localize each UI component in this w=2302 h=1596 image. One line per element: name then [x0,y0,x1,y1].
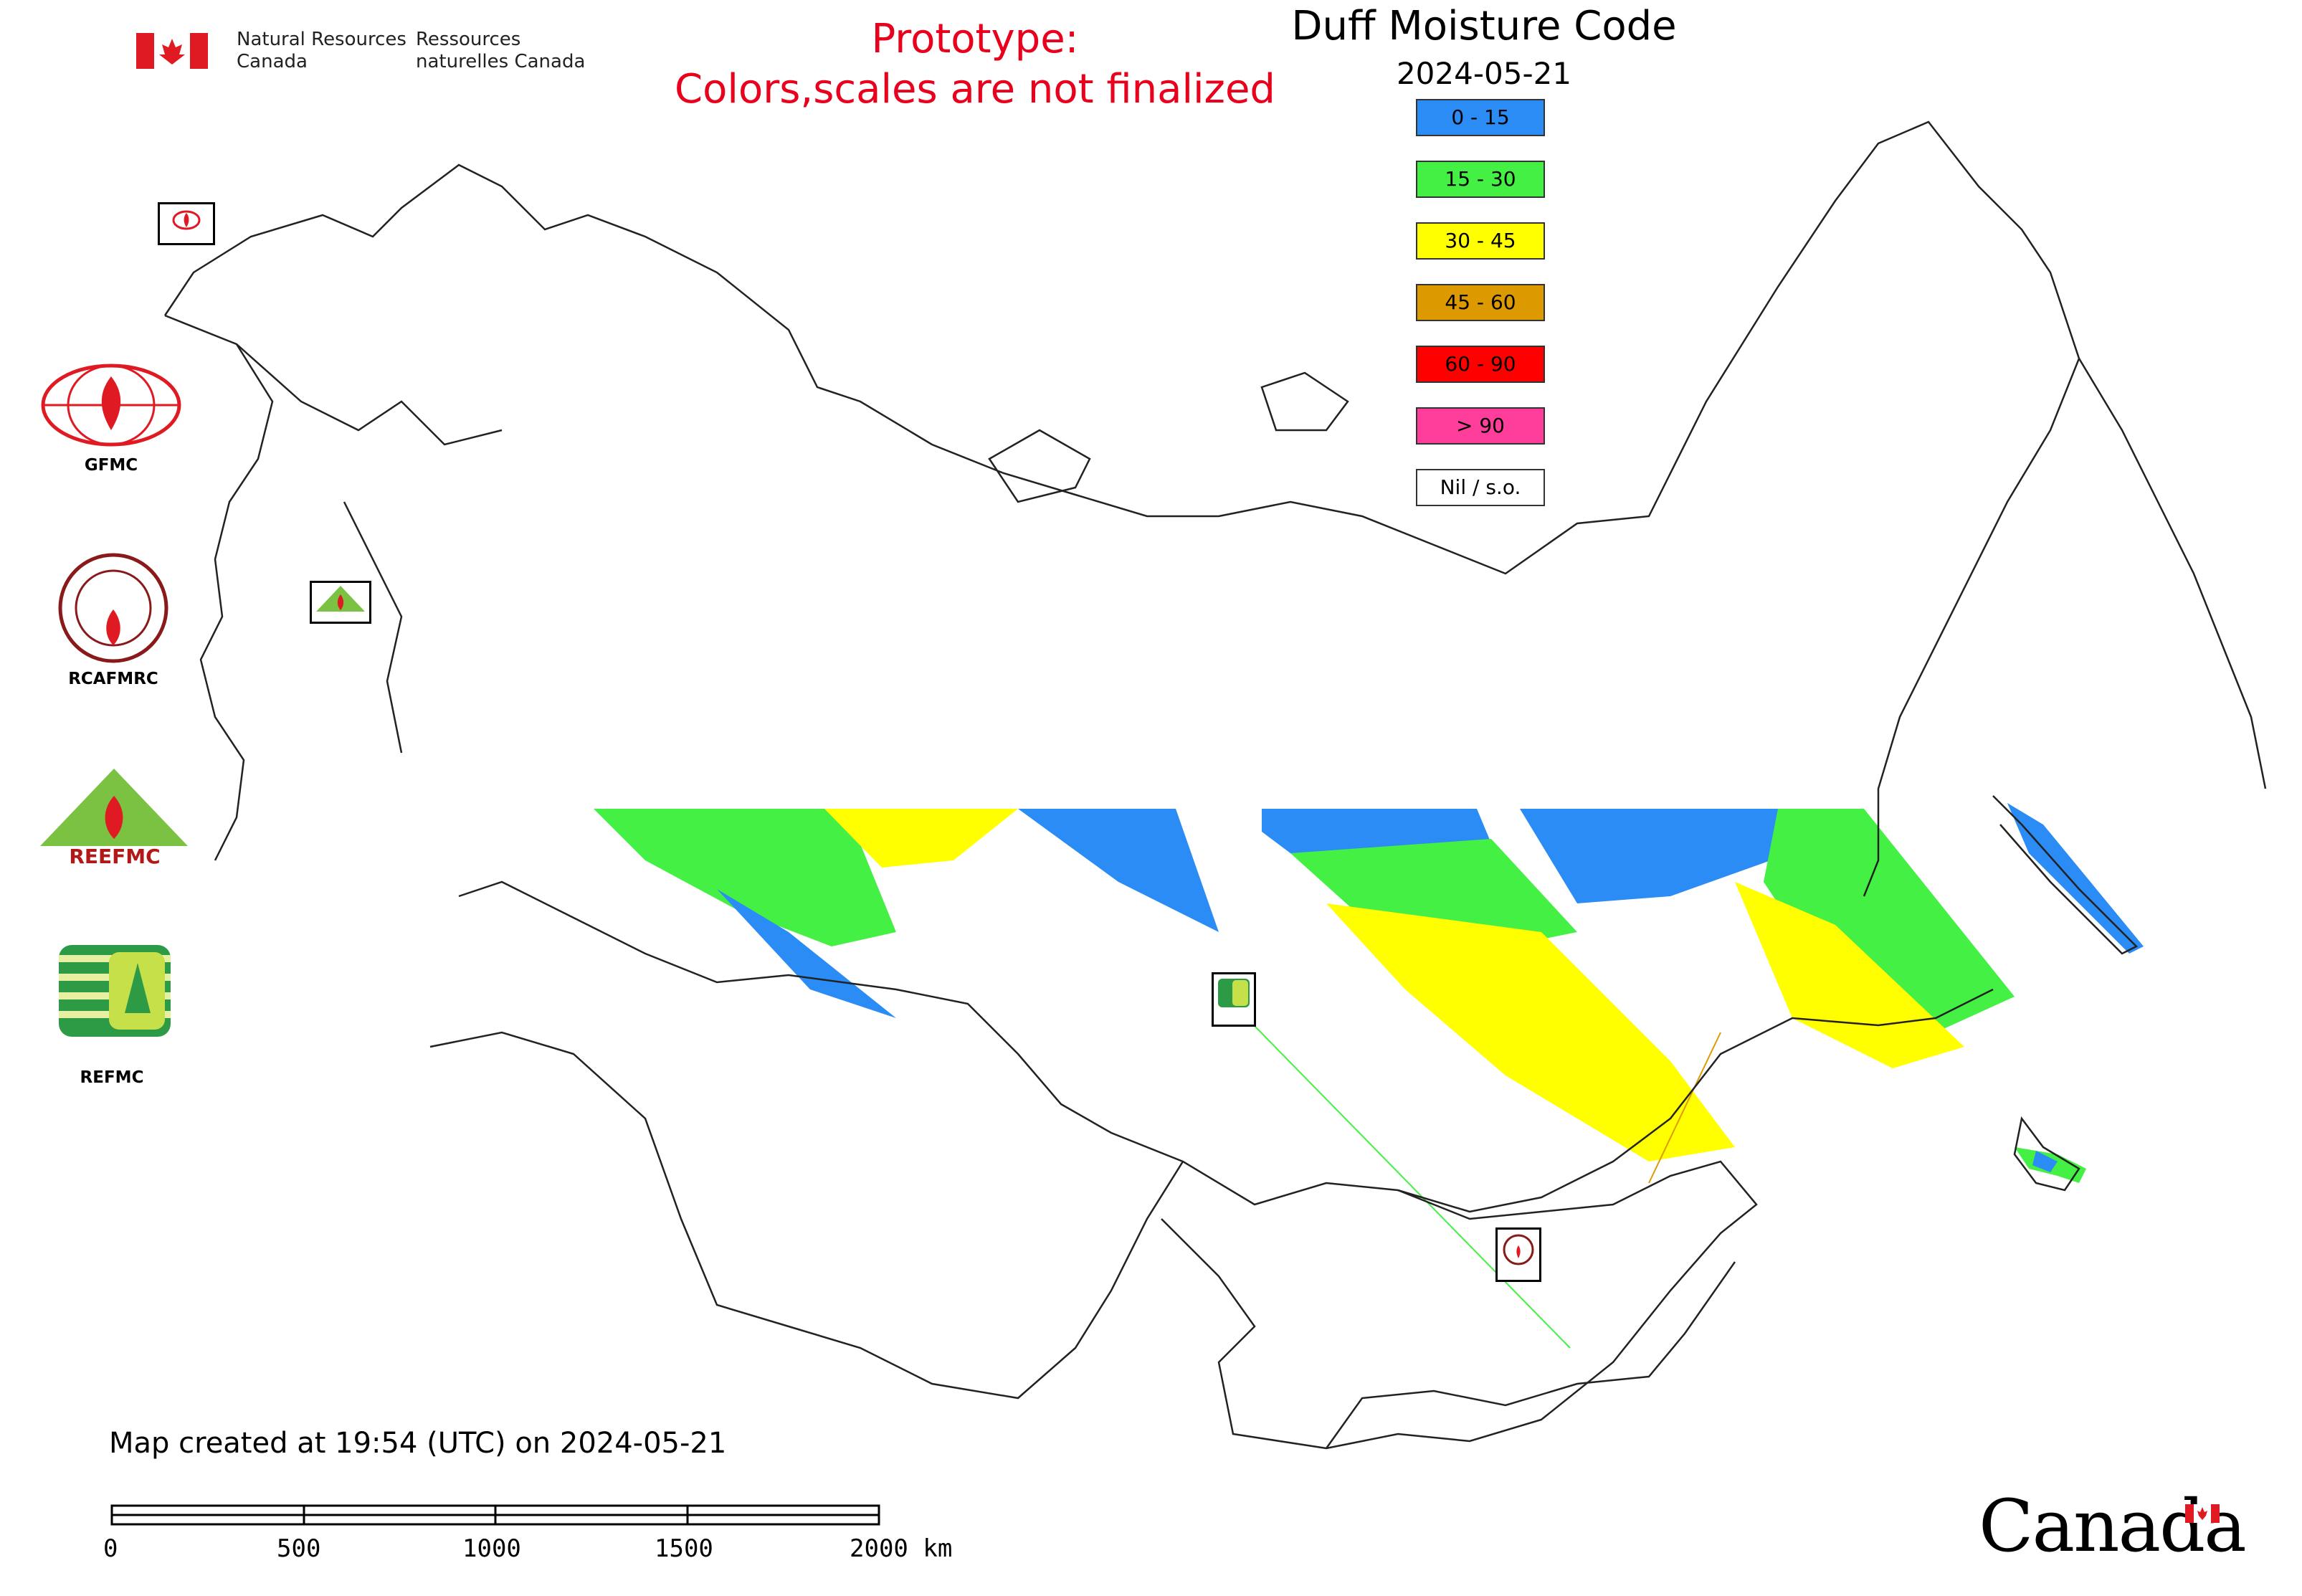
legend-item-4: 60 - 90 [1416,346,1545,383]
gfmc-map-marker[interactable] [158,202,215,245]
mongolia-outline [1161,1160,1758,1450]
swath-west-green [594,809,896,946]
reefmc-logo-icon [40,769,188,868]
prototype-notice: Prototype: Colors,scales are not finaliz… [631,14,1319,115]
swath-west-yellow [824,809,1018,868]
swath-sakhalin [2007,803,2144,954]
rcafmrc-marker-icon [1503,1234,1534,1265]
rcafmrc-logo-icon [58,553,168,663]
dmc-data-layer [594,803,2144,1349]
nrcan-name-en: Natural Resources Canada [237,29,406,72]
scale-tick-500: 500 [277,1534,321,1563]
swath-east-yellow [1326,903,1735,1162]
novaya-zemlya-outline [988,429,1091,503]
kamchatka-outline [2078,358,2267,789]
prototype-line-1: Prototype: [871,16,1079,62]
ural-interior [343,501,403,754]
rcafmrc-logo-label: RCAFMRC [68,670,158,688]
rcafmrc-map-marker[interactable] [1495,1227,1541,1282]
legend-item-1: 15 - 30 [1416,161,1545,198]
refmc-logo-icon [59,945,171,1037]
refmc-marker-icon [1218,979,1250,1007]
reefmc-map-marker[interactable] [310,581,371,624]
swath-west-blue-2 [717,889,896,1018]
taymyr-outline [1260,371,1349,432]
country-borders [163,120,2267,1450]
wordmark-flag-icon [2185,1504,2220,1523]
kazakhstan-outline [429,1031,1184,1400]
china-border [1325,1261,1736,1449]
legend-item-3: 45 - 60 [1416,284,1545,321]
gfmc-logo-label: GFMC [84,456,138,475]
gfmc-marker-icon [172,210,201,230]
nrcan-name-fr: Ressources naturelles Canada [416,29,586,72]
scale-tick-1000: 1000 [462,1534,521,1563]
refmc-logo-label: REFMC [80,1068,144,1087]
eurasia-outline [163,120,2080,897]
scale-tick-1500: 1500 [655,1534,713,1563]
map-title: Duff Moisture Code [1291,3,1677,49]
scale-bar [110,1504,880,1526]
swath-far-east-green [1764,809,2015,1032]
russia-south-border [458,880,1994,1213]
legend-item-5: > 90 [1416,407,1545,445]
legend-item-2: 30 - 45 [1416,222,1545,260]
prototype-line-2: Colors,scales are not finalized [675,66,1275,113]
baltic-interior [236,343,503,446]
legend-item-0: 0 - 15 [1416,99,1545,136]
map-created-note: Map created at 19:54 (UTC) on 2024-05-21 [109,1427,727,1460]
reefmc-marker-icon [316,586,365,612]
japan-outline [2013,1116,2080,1192]
map-date: 2024-05-21 [1396,56,1572,91]
swath-streak-2 [1648,1032,1721,1184]
scale-tick-0: 0 [103,1534,118,1563]
canada-wordmark: Canada [1979,1484,2247,1568]
swath-east-green [1290,839,1577,954]
sakhalin-outline [1992,795,2139,955]
gfmc-logo-icon [41,364,181,447]
refmc-map-marker[interactable] [1212,972,1256,1027]
scale-tick-2000: 2000 km [850,1534,953,1563]
legend-item-6: Nil / s.o. [1416,469,1545,506]
swath-japan-blue [2032,1151,2058,1172]
reefmc-logo-text: REEFMC [69,845,161,868]
swath-west-blue [1018,809,1219,932]
nrcan-signature: Natural Resources Canada Ressources natu… [136,29,624,79]
scandinavia-outline [164,314,274,861]
swath-streak [1218,989,1571,1349]
canada-flag-icon [136,33,208,69]
